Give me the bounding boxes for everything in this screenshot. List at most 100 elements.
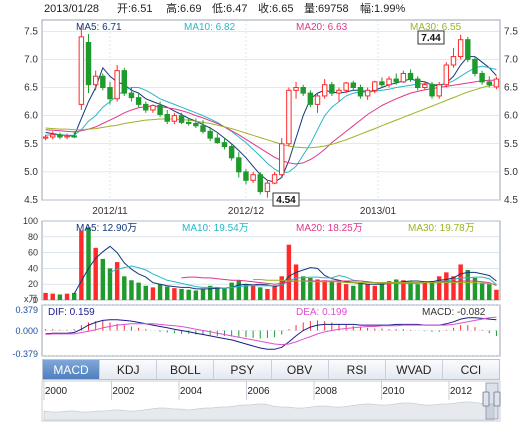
vol-ma30-line [253,279,497,285]
candle [429,81,435,99]
price-y-tick-right: 5.5 [504,139,518,150]
tab-kdj[interactable]: KDJ [100,360,158,379]
candle [243,169,249,185]
volume-bar [207,285,213,300]
candle-body [143,103,149,111]
price-y-tick-left: 5.5 [24,139,38,150]
candle-body [135,97,142,105]
volume-bar [93,247,98,300]
candle [379,77,385,88]
candle-body [379,81,385,86]
price-ma-lines [45,56,497,183]
volume-bar [265,288,270,300]
tab-macd[interactable]: MACD [43,360,101,379]
candle-body [293,87,299,91]
candle [64,133,70,140]
tab-psy[interactable]: PSY [214,360,272,379]
candle-body [393,78,399,83]
candle [150,104,156,113]
navigator-right-handle[interactable] [493,391,501,407]
navigator-year-label: 2010 [382,386,405,397]
candle [57,132,63,140]
volume-bar [79,230,84,300]
candle [250,171,256,184]
volume-unit-label: x万 [24,294,38,304]
candle-body [50,134,56,138]
candle-body [171,115,178,122]
volume-bar [322,280,327,300]
volume-bar [50,293,55,300]
tab-boll[interactable]: BOLL [157,360,215,379]
volume-bar [472,277,478,300]
candle-body [228,146,235,159]
volume-y-tick: 0 [33,295,38,305]
candle-body [414,78,421,88]
macd-legend: DIF: 0.159 DEA: 0.199 MACD: -0.082 [48,307,486,318]
volume-bar [136,282,141,300]
volume-bar [308,277,313,300]
volume-bar [250,285,256,300]
legend-ma5: MA5: 6.71 [76,22,122,33]
candle-body [157,105,163,115]
volume-bar [71,292,77,300]
candle-body [214,137,221,144]
candle [465,36,471,63]
price-y-tick-left: 7.0 [24,54,38,65]
price-x-tick: 2012/11 [92,206,128,217]
volume-bar [401,280,406,300]
volume-bar [215,287,220,300]
volume-bar [57,294,63,300]
candle [171,112,178,125]
candle-body [472,58,478,74]
volume-bar [436,276,442,300]
quote-change: 幅:1.99% [360,2,405,15]
volume-bar [157,284,163,300]
legend-macd: MACD: -0.082 [422,307,486,318]
candle [279,138,285,178]
candle [286,87,292,147]
candle-body [207,130,213,139]
candle [107,81,113,105]
volume-bar [479,282,485,300]
volume-y-tick: 60 [28,248,38,258]
candle [422,81,428,91]
candle-body [429,84,435,97]
candle-body [350,82,357,88]
navigator-history-area [43,401,495,421]
tab-rsi[interactable]: RSI [328,360,386,379]
candle [114,65,120,102]
price-ma-legend: MA5: 6.71 MA10: 6.82 MA20: 6.63 MA30: 6.… [76,22,462,33]
candle [164,110,170,125]
candle-body [400,72,407,83]
candle [193,118,199,128]
candle-body [150,105,156,111]
tab-obv[interactable]: OBV [271,360,329,379]
tab-cci[interactable]: CCI [442,360,499,379]
candle-body [314,95,321,105]
volume-bar [122,276,127,300]
candle-body [450,56,457,66]
tab-wvad[interactable]: WVAD [385,360,443,379]
candle [293,81,299,99]
candle [264,180,271,198]
candle [321,79,328,99]
navigator-left-handle[interactable] [482,391,490,407]
volume-y-tick: 80 [28,232,38,242]
quote-date: 2013/01/28 [44,3,99,15]
candle-body [243,171,249,181]
candle [436,81,442,99]
candle [336,87,342,102]
dea-line [45,316,497,346]
candle [50,131,56,140]
ma5-line [45,56,497,183]
time-navigator[interactable]: 2000 2002 2004 2006 2008 2010 2012 [41,380,501,422]
price-y-tick-right: 7.0 [504,54,518,65]
candle [386,76,392,88]
volume-bar [465,269,471,300]
candle [329,81,335,96]
candle-body [221,142,228,148]
candle-body [257,174,263,193]
candle-body [92,75,99,86]
volume-y-axis: 0 20 40 60 80 100 [23,216,38,305]
